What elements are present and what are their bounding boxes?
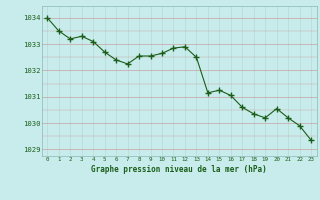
X-axis label: Graphe pression niveau de la mer (hPa): Graphe pression niveau de la mer (hPa) (91, 165, 267, 174)
